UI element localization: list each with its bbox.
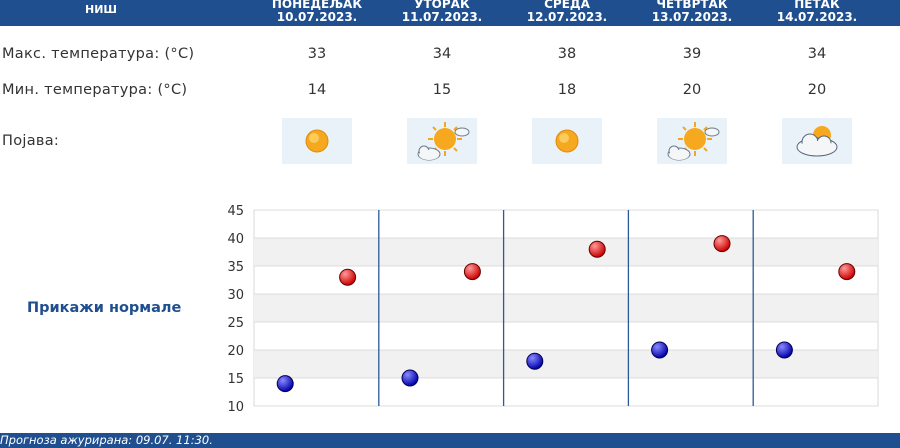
min-temp-value: 20: [682, 82, 702, 98]
day-name: ПЕТАК: [794, 0, 840, 11]
day-header-2: УТОРАК 11.07.2023.: [377, 0, 507, 24]
day-name: ЧЕТВРТАК: [656, 0, 728, 11]
grid-band: [254, 350, 878, 378]
min-temp-marker: [401, 369, 419, 387]
min-temp-marker: [526, 352, 544, 370]
max-temp-marker: [838, 263, 856, 281]
y-tick-label: 20: [227, 344, 244, 359]
phenomenon-label: Појава:: [2, 133, 60, 149]
min-temp-value: 20: [807, 82, 827, 98]
max-temp-marker: [713, 235, 731, 253]
forecast-updated-text: Прогноза ажурирана: 09.07. 11:30.: [0, 433, 213, 447]
max-temp-value: 39: [682, 46, 702, 62]
y-tick-label: 10: [227, 400, 244, 415]
partly-cloudy-icon: [657, 118, 727, 164]
max-temp-marker: [463, 263, 481, 281]
min-temp-label: Мин. температура: (°C): [2, 82, 188, 98]
day-name: ПОНЕДЕЉАК: [271, 0, 363, 11]
day-name: УТОРАК: [414, 0, 470, 11]
day-name: СРЕДА: [544, 0, 590, 11]
max-temp-value: 34: [807, 46, 827, 62]
y-tick-label: 35: [227, 260, 244, 275]
day-date: 10.07.2023.: [276, 10, 358, 24]
y-tick-label: 40: [227, 232, 244, 247]
day-date: 11.07.2023.: [401, 10, 483, 24]
day-header-4: ЧЕТВРТАК 13.07.2023.: [627, 0, 757, 24]
y-tick-label: 25: [227, 316, 244, 331]
y-tick-label: 15: [227, 372, 244, 387]
day-date: 12.07.2023.: [526, 10, 608, 24]
min-temp-marker: [651, 341, 669, 359]
max-temp-label: Макс. температура: (°C): [2, 46, 195, 62]
footer-bar: Прогноза ажурирана: 09.07. 11:30.: [0, 433, 900, 448]
min-temp-value: 18: [557, 82, 577, 98]
y-tick-label: 45: [227, 204, 244, 219]
temperature-chart: 10 15 20 25 30 35 40 45: [227, 204, 879, 415]
day-header-3: СРЕДА 12.07.2023.: [502, 0, 632, 24]
cloudy-sun-icon: [782, 118, 852, 164]
day-header-5: ПЕТАК 14.07.2023.: [752, 0, 882, 24]
city-name: НИШ: [85, 3, 118, 16]
y-tick-label: 30: [227, 288, 244, 303]
max-temp-value: 38: [557, 46, 577, 62]
partly-cloudy-icon: [407, 118, 477, 164]
day-date: 14.07.2023.: [776, 10, 858, 24]
min-temp-value: 14: [307, 82, 327, 98]
grid-band: [254, 294, 878, 322]
max-temp-value: 34: [432, 46, 452, 62]
max-temp-value: 33: [307, 46, 327, 62]
forecast-header: НИШ ПОНЕДЕЉАК 10.07.2023. УТОРАК 11.07.2…: [0, 0, 900, 26]
max-temp-marker: [339, 268, 357, 286]
sunny-icon: [532, 118, 602, 164]
day-header-1: ПОНЕДЕЉАК 10.07.2023.: [252, 0, 382, 24]
sunny-icon: [282, 118, 352, 164]
day-date: 13.07.2023.: [651, 10, 733, 24]
min-temp-marker: [775, 341, 793, 359]
show-normals-link[interactable]: Прикажи нормале: [27, 300, 182, 316]
max-temp-marker: [588, 240, 606, 258]
grid-band: [254, 238, 878, 266]
min-temp-value: 15: [432, 82, 452, 98]
min-temp-marker: [276, 375, 294, 393]
